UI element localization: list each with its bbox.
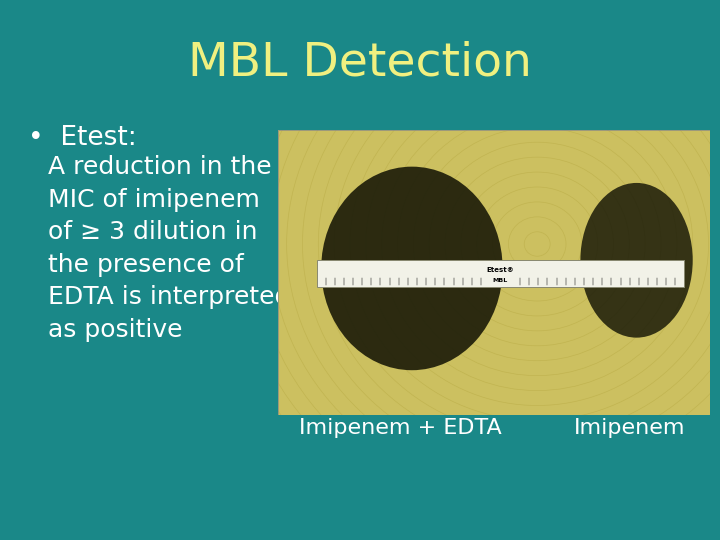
Text: •  Etest:: • Etest: xyxy=(28,125,137,151)
Text: MBL Detection: MBL Detection xyxy=(188,40,532,85)
Text: Imipenem: Imipenem xyxy=(575,418,685,438)
Text: MBL: MBL xyxy=(493,278,508,282)
Text: Etest®: Etest® xyxy=(487,267,514,273)
Ellipse shape xyxy=(321,167,503,370)
Ellipse shape xyxy=(580,183,693,338)
Text: A reduction in the
MIC of imipenem
of ≥ 3 dilution in
the presence of
EDTA is in: A reduction in the MIC of imipenem of ≥ … xyxy=(48,155,290,342)
Bar xyxy=(317,260,684,287)
Text: Imipenem + EDTA: Imipenem + EDTA xyxy=(299,418,501,438)
